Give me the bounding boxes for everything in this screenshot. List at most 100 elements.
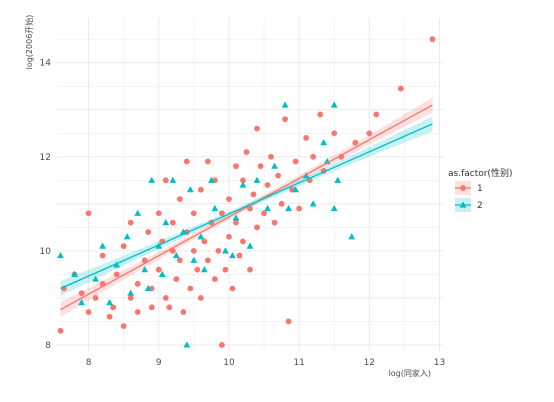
x-tick-label: 12: [364, 358, 375, 368]
data-point-series-1: [352, 139, 359, 146]
data-point-series-2: [113, 261, 121, 268]
data-point-series-1: [303, 135, 310, 141]
data-point-series-2: [123, 233, 131, 240]
data-point-series-1: [134, 309, 141, 315]
data-point-series-1: [197, 186, 204, 193]
data-point-series-1: [176, 257, 183, 264]
data-point-series-1: [155, 266, 162, 273]
data-point-series-1: [78, 290, 85, 297]
data-point-series-1: [240, 238, 246, 245]
data-point-series-1: [190, 247, 197, 254]
data-point-series-1: [296, 205, 303, 212]
data-point-series-2: [246, 242, 254, 249]
legend: as.factor(性别) 1 2: [448, 167, 512, 212]
fit-line-series-1: [60, 104, 433, 311]
data-point-series-1: [254, 125, 260, 132]
data-point-series-2: [271, 162, 278, 169]
grid-lines: [57, 18, 443, 352]
data-point-series-1: [226, 233, 232, 240]
data-point-series-2: [320, 139, 328, 146]
data-point-series-1: [264, 182, 271, 188]
data-point-series-1: [261, 210, 267, 217]
data-point-series-2: [71, 270, 78, 277]
legend-entry-label: 2: [477, 201, 483, 211]
data-point-series-1: [292, 158, 299, 165]
data-point-series-2: [208, 176, 215, 183]
data-point-series-1: [397, 85, 404, 92]
data-point-series-1: [215, 247, 222, 254]
data-point-series-1: [197, 295, 204, 301]
data-point-series-1: [282, 116, 288, 123]
data-point-series-2: [330, 204, 338, 212]
data-points: [57, 36, 436, 348]
data-point-series-1: [222, 266, 229, 273]
data-point-series-1: [236, 252, 243, 259]
data-point-series-2: [309, 200, 317, 207]
data-point-series-2: [92, 275, 99, 282]
data-point-series-1: [120, 243, 127, 250]
data-point-series-2: [158, 270, 166, 277]
data-point-series-2: [330, 101, 338, 108]
data-point-series-2: [222, 247, 229, 254]
data-point-series-1: [113, 271, 120, 278]
data-point-series-1: [243, 149, 250, 155]
data-point-series-2: [134, 209, 142, 216]
x-tick-label: 13: [434, 358, 445, 368]
data-point-series-1: [85, 309, 92, 315]
data-point-series-2: [183, 341, 191, 348]
x-tick-label: 9: [156, 358, 162, 368]
data-point-series-1: [317, 111, 324, 118]
data-point-series-2: [211, 204, 219, 212]
y-tick-label: 14: [40, 59, 52, 69]
data-point-series-1: [155, 210, 162, 217]
data-point-series-1: [106, 313, 113, 320]
data-point-series-2: [253, 176, 261, 183]
data-point-series-1: [373, 111, 380, 118]
data-point-series-1: [162, 295, 169, 301]
data-point-series-1: [145, 229, 152, 235]
data-point-series-1: [366, 130, 373, 137]
fit-lines: [60, 104, 433, 311]
data-point-series-2: [148, 176, 156, 183]
data-point-series-1: [429, 36, 436, 43]
data-point-series-1: [204, 158, 211, 165]
data-point-series-1: [194, 266, 201, 273]
data-point-series-2: [169, 176, 177, 183]
data-point-series-1: [166, 304, 173, 311]
data-point-series-1: [134, 280, 141, 287]
legend-entry-label: 1: [477, 184, 483, 194]
data-point-series-1: [162, 177, 169, 184]
data-point-series-1: [219, 342, 225, 348]
data-point-series-1: [201, 238, 208, 245]
data-point-series-2: [197, 233, 205, 240]
data-point-series-2: [292, 186, 300, 193]
data-point-series-1: [254, 224, 260, 231]
data-point-series-1: [240, 177, 246, 184]
data-point-series-2: [186, 186, 194, 193]
data-point-series-1: [85, 210, 92, 217]
data-point-series-1: [310, 153, 317, 160]
x-tick-label: 10: [223, 358, 235, 368]
data-point-series-1: [173, 276, 180, 282]
y-tick-label: 10: [40, 247, 52, 257]
data-point-series-1: [120, 323, 127, 330]
data-point-series-1: [331, 130, 338, 137]
data-point-series-1: [219, 210, 225, 217]
data-point-series-2: [141, 266, 149, 273]
data-point-series-2: [99, 242, 107, 249]
data-point-series-1: [212, 276, 218, 282]
x-axis-label: log(同家入): [389, 368, 431, 378]
data-point-series-1: [285, 318, 292, 325]
data-point-series-1: [183, 158, 190, 165]
fit-line-series-2: [60, 123, 433, 290]
data-point-series-2: [334, 176, 342, 183]
data-point-series-2: [264, 204, 271, 212]
data-point-series-1: [229, 285, 236, 292]
data-point-series-2: [172, 251, 180, 259]
x-tick-label: 11: [293, 358, 304, 368]
data-point-series-1: [127, 219, 134, 226]
data-point-series-2: [200, 266, 208, 273]
data-point-series-2: [285, 204, 292, 212]
data-point-series-2: [127, 289, 135, 296]
